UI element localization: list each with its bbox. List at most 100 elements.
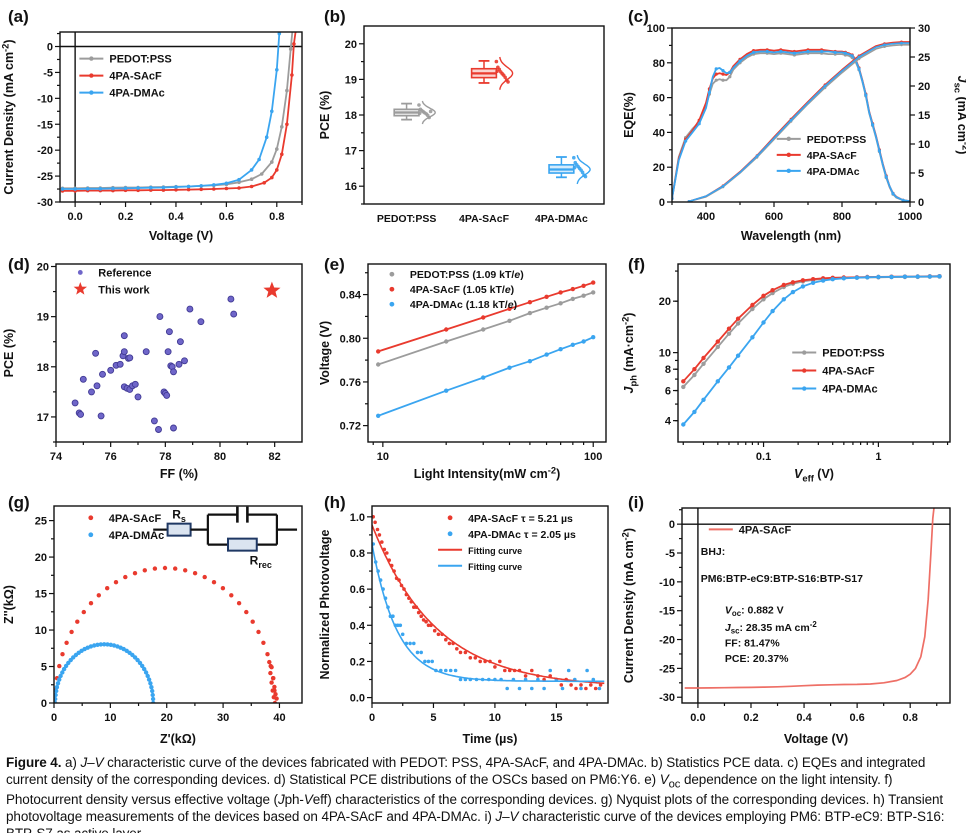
chart-pce-ff-scatter: (d) 74 76 78 80 82 17 18 19 20 FF (%) PCE (%) Refere… bbox=[2, 255, 303, 481]
svg-text:Voltage (V): Voltage (V) bbox=[149, 229, 213, 243]
panel-e: (e) 10 100 0.72 0.76 0.80 0.84 Light Intensity(… bbox=[316, 248, 620, 486]
svg-text:Normalized Photovoltage: Normalized Photovoltage bbox=[318, 529, 332, 679]
svg-text:78: 78 bbox=[159, 451, 171, 463]
svg-text:20: 20 bbox=[345, 39, 357, 51]
svg-text:80: 80 bbox=[653, 58, 665, 70]
chart-voc-light-intensity: (e) 10 100 0.72 0.76 0.80 0.84 Light Intensity(… bbox=[318, 255, 607, 481]
svg-text:20: 20 bbox=[918, 81, 930, 93]
svg-text:0: 0 bbox=[41, 698, 47, 710]
svg-text:10: 10 bbox=[35, 625, 47, 637]
svg-text:16: 16 bbox=[345, 181, 357, 193]
svg-text:1.0: 1.0 bbox=[350, 512, 365, 524]
svg-text:Voc: 0.882 V: Voc: 0.882 V bbox=[725, 604, 784, 618]
chart-jv-champion: (i) 0.0 0.2 0.4 0.6 0.8 0 -5 -10 -15 -20 -25 -30 Volt… bbox=[621, 493, 951, 746]
svg-text:PCE (%): PCE (%) bbox=[318, 91, 332, 140]
panel-d: (d) 74 76 78 80 82 17 18 19 20 FF (%) PCE (%) Refere… bbox=[0, 248, 316, 486]
svg-text:Veff (V): Veff (V) bbox=[794, 467, 834, 483]
svg-text:Rs: Rs bbox=[172, 508, 186, 524]
svg-text:Fitting curve: Fitting curve bbox=[468, 546, 522, 556]
svg-text:(h): (h) bbox=[324, 493, 346, 512]
svg-text:4PA-SAcF: 4PA-SAcF bbox=[822, 366, 875, 378]
svg-text:30: 30 bbox=[217, 712, 229, 724]
svg-text:0.2: 0.2 bbox=[350, 656, 365, 668]
svg-text:1000: 1000 bbox=[898, 211, 922, 223]
svg-text:5: 5 bbox=[430, 712, 436, 724]
svg-text:6: 6 bbox=[665, 386, 671, 398]
figure-caption-label: Figure 4. bbox=[6, 755, 62, 770]
svg-text:-30: -30 bbox=[659, 692, 675, 704]
svg-text:0.0: 0.0 bbox=[350, 693, 365, 705]
svg-text:Z'(kΩ): Z'(kΩ) bbox=[160, 732, 196, 746]
svg-text:Voltage (V): Voltage (V) bbox=[318, 321, 332, 385]
svg-text:0.76: 0.76 bbox=[340, 377, 361, 389]
svg-text:Voltage (V): Voltage (V) bbox=[784, 732, 848, 746]
svg-text:1: 1 bbox=[875, 451, 881, 463]
svg-text:Current Density (mA cm-2): Current Density (mA cm-2) bbox=[621, 528, 636, 683]
chart-eqe-jsc: (c)400 600 800 1000020406080100051015202530… bbox=[622, 7, 966, 243]
figure-grid: (a) 0.0 0.2 0.4 0.6 0.8 0 -5 -10 -15 -20 -25 -30 Volt… bbox=[0, 0, 966, 751]
svg-text:82: 82 bbox=[269, 451, 281, 463]
svg-text:Jph (mA·cm-2): Jph (mA·cm-2) bbox=[621, 313, 639, 394]
svg-text:0.72: 0.72 bbox=[340, 421, 361, 433]
svg-text:0: 0 bbox=[918, 197, 924, 209]
svg-text:0: 0 bbox=[669, 519, 675, 531]
svg-text:4PA-SAcF: 4PA-SAcF bbox=[109, 71, 162, 83]
svg-text:10: 10 bbox=[489, 712, 501, 724]
chart-transient-photovoltage: (h) 0 5 10 15 0.0 0.2 0.4 0.6 0.8 1.0 Time (µs) Norm… bbox=[318, 493, 609, 746]
svg-text:(g): (g) bbox=[8, 493, 30, 512]
svg-text:EQE(%): EQE(%) bbox=[622, 92, 636, 138]
svg-text:20: 20 bbox=[37, 262, 49, 274]
svg-text:(d): (d) bbox=[8, 255, 30, 274]
svg-text:PEDOT:PSS: PEDOT:PSS bbox=[377, 213, 437, 225]
svg-text:(i): (i) bbox=[628, 493, 644, 512]
svg-text:Z''(kΩ): Z''(kΩ) bbox=[2, 585, 16, 624]
svg-text:10: 10 bbox=[377, 451, 389, 463]
svg-text:18: 18 bbox=[37, 362, 49, 374]
svg-text:-30: -30 bbox=[37, 197, 53, 209]
svg-text:BHJ:: BHJ: bbox=[701, 546, 726, 558]
svg-text:76: 76 bbox=[105, 451, 117, 463]
svg-text:Rrec: Rrec bbox=[250, 554, 272, 570]
svg-text:100: 100 bbox=[647, 23, 665, 35]
svg-text:4PA-DMAc: 4PA-DMAc bbox=[807, 166, 860, 178]
svg-text:0.1: 0.1 bbox=[756, 451, 771, 463]
svg-text:Reference: Reference bbox=[98, 267, 151, 279]
svg-text:4PA-DMAc: 4PA-DMAc bbox=[535, 213, 588, 225]
svg-text:17: 17 bbox=[345, 146, 357, 158]
svg-text:Time (µs): Time (µs) bbox=[463, 732, 518, 746]
svg-text:0.2: 0.2 bbox=[743, 712, 758, 724]
svg-text:60: 60 bbox=[653, 93, 665, 105]
panel-a: (a) 0.0 0.2 0.4 0.6 0.8 0 -5 -10 -15 -20 -25 -30 Volt… bbox=[0, 0, 316, 248]
svg-text:20: 20 bbox=[659, 296, 671, 308]
svg-text:40: 40 bbox=[653, 127, 665, 139]
svg-text:-25: -25 bbox=[659, 663, 675, 675]
svg-text:17: 17 bbox=[37, 412, 49, 424]
svg-text:(e): (e) bbox=[324, 255, 345, 274]
svg-text:25: 25 bbox=[35, 516, 47, 528]
svg-text:0.6: 0.6 bbox=[849, 712, 864, 724]
svg-text:4PA-DMAc: 4PA-DMAc bbox=[822, 384, 877, 396]
svg-text:0.8: 0.8 bbox=[350, 548, 365, 560]
panel-h: (h) 0 5 10 15 0.0 0.2 0.4 0.6 0.8 1.0 Time (µs) Norm… bbox=[316, 486, 620, 751]
svg-text:20: 20 bbox=[161, 712, 173, 724]
svg-text:0: 0 bbox=[51, 712, 57, 724]
svg-text:(b): (b) bbox=[324, 7, 346, 26]
svg-text:PEDOT:PSS: PEDOT:PSS bbox=[822, 348, 884, 360]
svg-text:0: 0 bbox=[659, 197, 665, 209]
svg-text:4PA-DMAc (1.18 kT/e): 4PA-DMAc (1.18 kT/e) bbox=[410, 299, 517, 311]
svg-text:4PA-DMAc: 4PA-DMAc bbox=[109, 88, 164, 100]
svg-text:0.4: 0.4 bbox=[350, 620, 366, 632]
svg-text:-10: -10 bbox=[37, 93, 53, 105]
svg-text:-5: -5 bbox=[43, 67, 53, 79]
svg-text:20: 20 bbox=[653, 162, 665, 174]
panel-g: (g) 0 10 20 30 40 0 5 10 15 20 25 Z'(kΩ) Z''(kΩ) 4PA-S… bbox=[0, 486, 316, 751]
svg-text:19: 19 bbox=[37, 312, 49, 324]
svg-text:-15: -15 bbox=[37, 119, 53, 131]
svg-text:19: 19 bbox=[345, 74, 357, 86]
svg-text:4PA-SAcF: 4PA-SAcF bbox=[109, 513, 162, 525]
svg-text:15: 15 bbox=[35, 589, 47, 601]
svg-text:4PA-SAcF: 4PA-SAcF bbox=[739, 524, 792, 536]
svg-text:Light Intensity(mW cm-2): Light Intensity(mW cm-2) bbox=[414, 466, 561, 481]
svg-text:4PA-SAcF (1.05 kT/e): 4PA-SAcF (1.05 kT/e) bbox=[410, 284, 514, 296]
